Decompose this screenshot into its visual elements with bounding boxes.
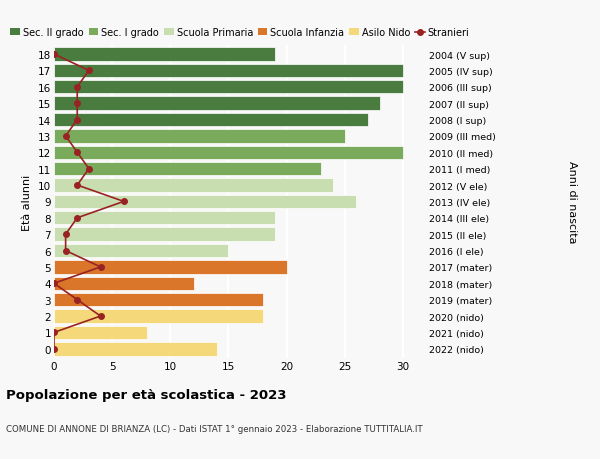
Y-axis label: Età alunni: Età alunni — [22, 174, 32, 230]
Bar — [54, 228, 275, 241]
Y-axis label: Anni di nascita: Anni di nascita — [567, 161, 577, 243]
Bar — [54, 97, 380, 111]
Bar — [54, 113, 368, 127]
Bar — [54, 277, 193, 291]
Bar — [54, 179, 333, 192]
Bar — [54, 261, 287, 274]
Bar — [54, 65, 403, 78]
Bar — [54, 326, 147, 339]
Legend: Sec. II grado, Sec. I grado, Scuola Primaria, Scuola Infanzia, Asilo Nido, Stran: Sec. II grado, Sec. I grado, Scuola Prim… — [10, 28, 470, 38]
Text: COMUNE DI ANNONE DI BRIANZA (LC) - Dati ISTAT 1° gennaio 2023 - Elaborazione TUT: COMUNE DI ANNONE DI BRIANZA (LC) - Dati … — [6, 425, 422, 434]
Bar — [54, 81, 403, 94]
Bar — [54, 48, 275, 62]
Text: Popolazione per età scolastica - 2023: Popolazione per età scolastica - 2023 — [6, 388, 287, 401]
Bar — [54, 212, 275, 225]
Bar — [54, 293, 263, 307]
Bar — [54, 195, 356, 209]
Bar — [54, 146, 403, 160]
Bar — [54, 244, 229, 257]
Bar — [54, 130, 344, 143]
Bar — [54, 342, 217, 356]
Bar — [54, 162, 322, 176]
Bar — [54, 310, 263, 323]
